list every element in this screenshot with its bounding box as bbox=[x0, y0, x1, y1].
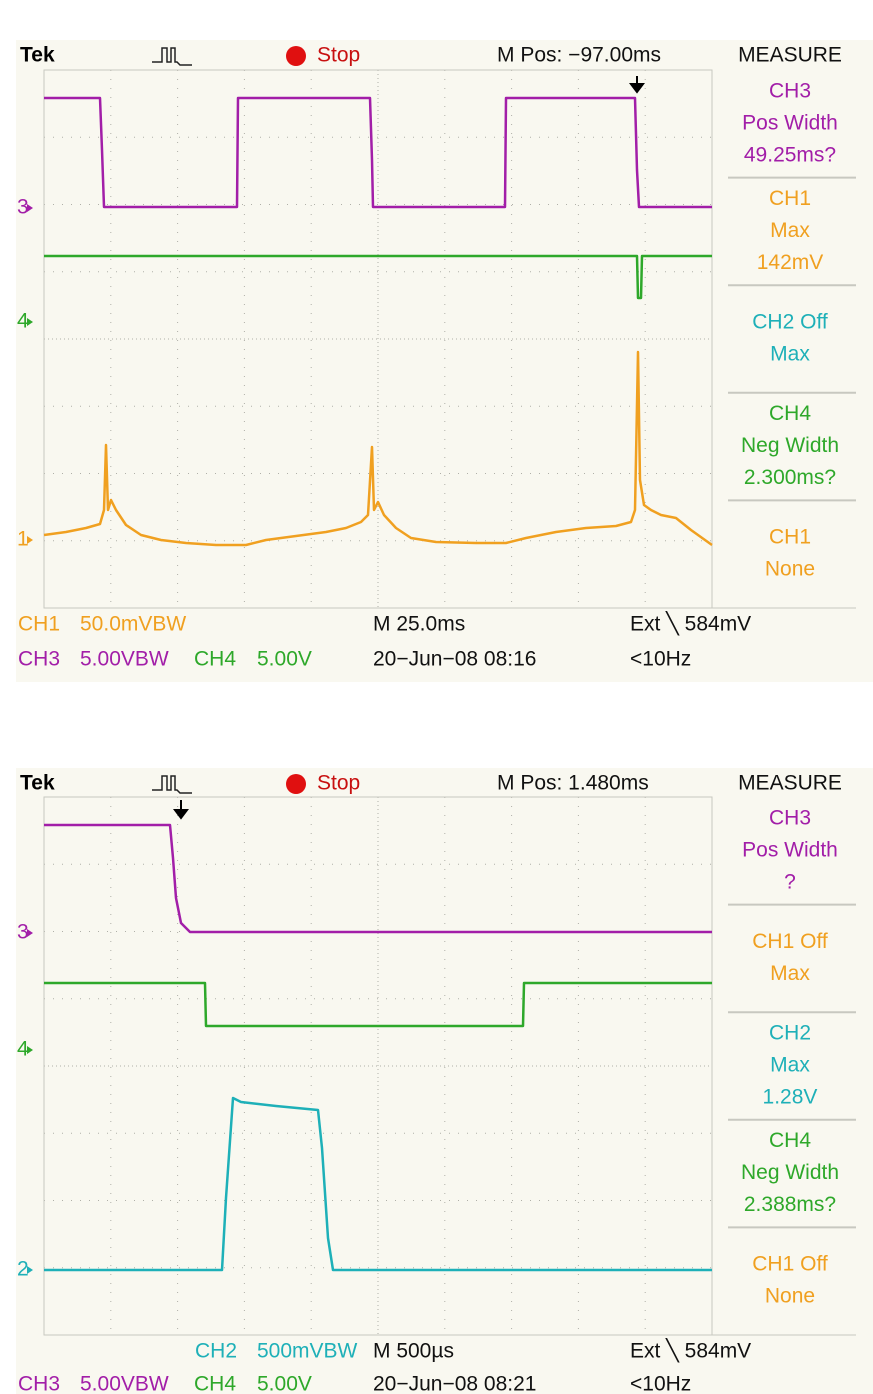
scope-screen: Tek Stop M Pos: −97.00ms MEASURE CH3 Pos Widt… bbox=[16, 40, 873, 682]
measure-text: 49.25ms? bbox=[744, 143, 836, 166]
brand: Tek bbox=[20, 772, 55, 795]
measure-text: Max bbox=[770, 1054, 810, 1077]
footer-text: 5.00V bbox=[257, 648, 312, 671]
footer-text: CH2 bbox=[195, 1340, 237, 1363]
measure-text: 1.28V bbox=[763, 1086, 818, 1109]
measure-text: Max bbox=[770, 343, 810, 366]
channel-marker: 3 bbox=[17, 196, 29, 219]
channel-marker: 2 bbox=[17, 1258, 29, 1281]
measure-text: Pos Width bbox=[742, 838, 838, 861]
brand: Tek bbox=[20, 44, 55, 67]
stop-dot bbox=[286, 46, 306, 66]
measure-text: CH4 bbox=[769, 1129, 811, 1152]
footer-text: <10Hz bbox=[630, 648, 691, 671]
measure-text: Pos Width bbox=[742, 111, 838, 134]
footer-text: Ext ╲ 584mV bbox=[630, 1338, 751, 1364]
footer-text: CH3 bbox=[18, 1373, 60, 1394]
channel-marker: 3 bbox=[17, 921, 29, 944]
measure-text: CH1 bbox=[769, 526, 811, 549]
measure-text: CH2 bbox=[769, 1022, 811, 1045]
footer-text: 5.00VBW bbox=[80, 648, 169, 671]
measure-text: CH3 bbox=[769, 79, 811, 102]
measure-text: CH1 bbox=[769, 187, 811, 210]
measure-text: Neg Width bbox=[741, 434, 839, 457]
measure-text: ? bbox=[784, 870, 796, 893]
footer-text: 5.00V bbox=[257, 1373, 312, 1394]
run-status: Stop bbox=[317, 772, 360, 795]
measure-title: MEASURE bbox=[738, 44, 842, 67]
footer-text: <10Hz bbox=[630, 1373, 691, 1394]
measure-text: 142mV bbox=[757, 251, 824, 274]
measure-text: CH2 Off bbox=[752, 311, 828, 334]
footer-text: Ext ╲ 584mV bbox=[630, 611, 751, 637]
footer-text: CH3 bbox=[18, 648, 60, 671]
measure-text: CH4 bbox=[769, 402, 811, 425]
footer-text: 20−Jun−08 08:21 bbox=[373, 1373, 537, 1394]
footer-text: 5.00VBW bbox=[80, 1373, 169, 1394]
footer-text: 500mVBW bbox=[257, 1340, 358, 1363]
page: Tek Stop M Pos: −97.00ms MEASURE CH3 Pos Widt… bbox=[0, 0, 873, 1394]
footer-text: CH4 bbox=[194, 648, 236, 671]
measure-text: Max bbox=[770, 962, 810, 985]
measure-text: CH1 Off bbox=[752, 1253, 828, 1276]
measure-text: CH3 bbox=[769, 806, 811, 829]
measure-text: None bbox=[765, 1285, 815, 1308]
channel-marker: 1 bbox=[17, 528, 29, 551]
position: M Pos: 1.480ms bbox=[497, 772, 649, 795]
stop-dot bbox=[286, 774, 306, 794]
run-status: Stop bbox=[317, 44, 360, 67]
footer-text: M 25.0ms bbox=[373, 613, 465, 636]
footer-text: M 500µs bbox=[373, 1340, 454, 1363]
measure-title: MEASURE bbox=[738, 772, 842, 795]
screen-bg bbox=[16, 768, 873, 1394]
measure-text: None bbox=[765, 558, 815, 581]
position: M Pos: −97.00ms bbox=[497, 44, 661, 67]
measure-text: 2.388ms? bbox=[744, 1193, 836, 1216]
footer-text: CH1 bbox=[18, 613, 60, 636]
measure-text: Neg Width bbox=[741, 1161, 839, 1184]
measure-text: 2.300ms? bbox=[744, 466, 836, 489]
footer-text: 20−Jun−08 08:16 bbox=[373, 648, 537, 671]
footer-text: CH4 bbox=[194, 1373, 236, 1394]
scope-captures: Tek Stop M Pos: −97.00ms MEASURE CH3 Pos Widt… bbox=[0, 0, 873, 1394]
measure-text: Max bbox=[770, 219, 810, 242]
measure-text: CH1 Off bbox=[752, 930, 828, 953]
scope-screen: Tek Stop M Pos: 1.480ms MEASURE CH3 Pos Width… bbox=[16, 768, 873, 1394]
footer-text: 50.0mVBW bbox=[80, 613, 186, 636]
screen-bg bbox=[16, 40, 873, 682]
